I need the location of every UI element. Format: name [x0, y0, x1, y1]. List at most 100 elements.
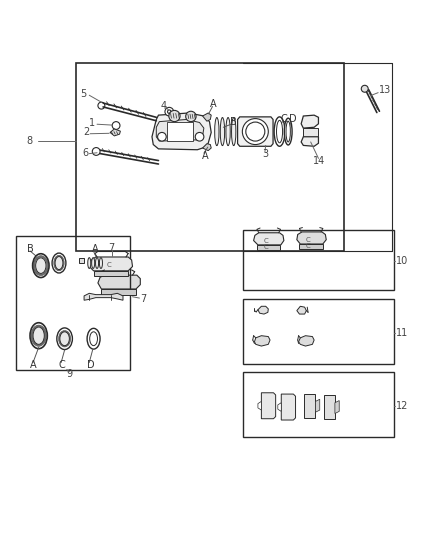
Ellipse shape	[220, 117, 225, 146]
Bar	[243, 299, 394, 364]
Text: A: A	[92, 244, 98, 254]
Text: 10: 10	[396, 256, 409, 266]
Text: 11: 11	[396, 328, 409, 338]
Polygon shape	[202, 113, 211, 121]
Text: 14: 14	[313, 156, 325, 166]
Polygon shape	[237, 117, 273, 146]
Circle shape	[242, 119, 268, 144]
Text: 9: 9	[67, 369, 73, 379]
Bar	[243, 230, 394, 290]
Text: C: C	[281, 115, 288, 125]
Polygon shape	[281, 394, 296, 420]
Bar	[79, 258, 84, 263]
Ellipse shape	[274, 117, 285, 146]
Bar	[16, 236, 131, 370]
Circle shape	[112, 122, 120, 130]
Circle shape	[246, 122, 265, 141]
Polygon shape	[324, 395, 335, 419]
Text: C: C	[106, 262, 111, 268]
Polygon shape	[297, 306, 306, 314]
Polygon shape	[202, 144, 211, 151]
Text: D: D	[87, 360, 95, 370]
Ellipse shape	[95, 257, 99, 269]
Circle shape	[186, 111, 196, 122]
Polygon shape	[315, 399, 320, 412]
Polygon shape	[167, 122, 193, 141]
Ellipse shape	[87, 328, 100, 349]
Polygon shape	[89, 257, 133, 271]
Ellipse shape	[99, 257, 102, 269]
Polygon shape	[261, 393, 276, 419]
Circle shape	[158, 132, 166, 141]
Ellipse shape	[226, 117, 230, 146]
Circle shape	[92, 148, 100, 155]
Ellipse shape	[90, 332, 98, 345]
Ellipse shape	[33, 327, 44, 344]
Polygon shape	[301, 115, 318, 128]
Text: 1: 1	[89, 118, 95, 128]
Polygon shape	[156, 119, 204, 141]
Ellipse shape	[52, 253, 66, 273]
Text: 8: 8	[27, 136, 33, 146]
Text: 7: 7	[108, 244, 115, 253]
Ellipse shape	[232, 117, 236, 146]
Text: 3: 3	[262, 149, 268, 159]
Text: 13: 13	[379, 85, 391, 95]
Text: A: A	[202, 151, 208, 161]
Ellipse shape	[57, 328, 72, 350]
Polygon shape	[110, 129, 120, 136]
Polygon shape	[84, 293, 123, 300]
Circle shape	[195, 132, 204, 141]
Ellipse shape	[276, 120, 283, 143]
Text: 7: 7	[140, 294, 147, 304]
Ellipse shape	[30, 322, 47, 349]
Polygon shape	[94, 271, 128, 276]
Text: 6: 6	[83, 148, 89, 158]
Polygon shape	[257, 245, 280, 250]
Ellipse shape	[60, 332, 69, 345]
Polygon shape	[98, 275, 140, 289]
Polygon shape	[254, 233, 284, 245]
Polygon shape	[258, 401, 261, 410]
Text: A: A	[30, 360, 37, 370]
Text: B: B	[230, 117, 237, 127]
Polygon shape	[304, 394, 315, 418]
Text: 4: 4	[161, 101, 167, 111]
Text: B: B	[27, 244, 33, 254]
Polygon shape	[335, 401, 339, 414]
Text: A: A	[210, 99, 217, 109]
Polygon shape	[299, 336, 314, 346]
Ellipse shape	[35, 258, 46, 273]
Polygon shape	[300, 244, 323, 249]
Text: 2: 2	[83, 127, 89, 138]
Circle shape	[169, 110, 180, 122]
Text: C: C	[264, 238, 268, 244]
Bar	[243, 373, 394, 437]
Text: 12: 12	[396, 401, 409, 411]
Ellipse shape	[55, 256, 63, 270]
Polygon shape	[258, 306, 268, 314]
Bar	[76, 63, 344, 252]
Ellipse shape	[286, 121, 290, 142]
Ellipse shape	[92, 257, 95, 269]
Circle shape	[168, 110, 171, 114]
Text: C: C	[305, 243, 310, 249]
Ellipse shape	[32, 254, 49, 278]
Text: C: C	[305, 237, 310, 243]
Ellipse shape	[215, 117, 219, 146]
Polygon shape	[304, 128, 318, 137]
Ellipse shape	[88, 257, 91, 269]
Polygon shape	[278, 403, 281, 411]
Polygon shape	[254, 336, 270, 346]
Circle shape	[361, 85, 368, 92]
Text: 5: 5	[81, 88, 87, 99]
Circle shape	[165, 107, 173, 116]
Polygon shape	[152, 113, 211, 150]
Polygon shape	[297, 232, 326, 244]
Text: C: C	[264, 244, 268, 249]
Polygon shape	[101, 289, 136, 295]
Text: C: C	[58, 360, 65, 370]
Ellipse shape	[284, 118, 292, 145]
Polygon shape	[301, 137, 318, 146]
Text: D: D	[290, 115, 297, 125]
